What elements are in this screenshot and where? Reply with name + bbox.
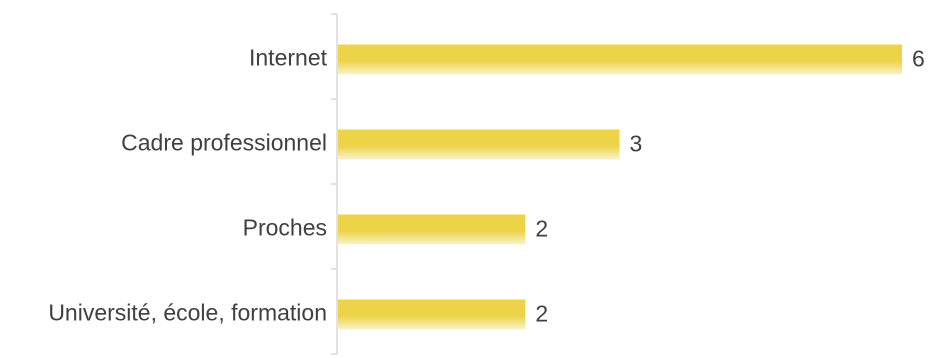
data-label: 2	[535, 216, 548, 242]
category-label: Internet	[249, 45, 328, 71]
bar-1	[338, 44, 902, 75]
data-label: 6	[912, 46, 925, 72]
category-label: Cadre professionnel	[121, 130, 327, 156]
data-label: 3	[630, 131, 643, 157]
bar-3	[338, 214, 526, 245]
bars	[338, 44, 902, 330]
category-label: Université, école, formation	[48, 300, 327, 326]
bar-4	[338, 299, 526, 330]
y-axis	[331, 13, 338, 355]
bar-2	[338, 129, 620, 160]
category-label: Proches	[243, 215, 327, 241]
category-labels: Internet Cadre professionnel Proches Univer…	[48, 45, 327, 326]
value-labels: 6 3 2 2	[535, 46, 924, 327]
data-label: 2	[535, 301, 548, 327]
